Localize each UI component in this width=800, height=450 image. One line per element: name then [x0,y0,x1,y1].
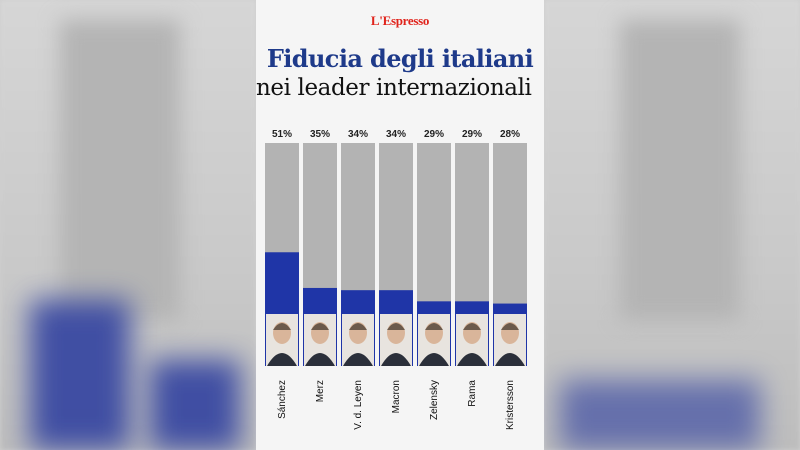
leader-portrait-icon [418,314,450,366]
category-label: Sánchez [277,380,288,419]
leader-portrait-icon [456,314,488,366]
value-label: 28% [500,129,520,140]
leader-portrait-icon [304,314,336,366]
backdrop-bar-left [60,20,180,320]
category-label: Rama [467,380,478,407]
value-label: 35% [310,129,330,140]
infographic-card: L'Espresso Fiducia degli italiani nei le… [256,0,544,450]
chart-title: Fiducia degli italiani [266,44,534,73]
category-label: Macron [391,380,402,413]
backdrop-bar-right [620,20,740,320]
category-label: Kristersson [505,380,516,430]
category-label: Merz [315,380,326,402]
value-label: 34% [348,129,368,140]
category-label: V. d. Leyen [353,380,364,430]
leader-portrait-icon [380,314,412,366]
leader-portrait-icon [494,314,526,366]
leader-portrait-icon [342,314,374,366]
leader-portrait-icon [266,314,298,366]
bar-group: 51% Sánchez [265,129,299,419]
bar-group: 28% Kristersson [493,129,527,430]
chart-subtitle: nei leader internazionali [256,75,532,101]
value-label: 29% [462,129,482,140]
bar-group: 29% Zelensky [417,129,451,420]
backdrop-blue-right [560,380,760,450]
bar-chart: 51% Sánchez 35% Merz 34% V. d. Leyen 34% Macron… [265,129,527,430]
backdrop-blue-left-2 [150,360,240,450]
bar-group: 35% Merz [303,129,337,402]
bar-group: 34% V. d. Leyen [341,129,375,430]
value-label: 34% [386,129,406,140]
value-label: 51% [272,129,292,140]
bar-group: 29% Rama [455,129,489,407]
backdrop-blue-left [30,300,130,450]
category-label: Zelensky [429,380,440,420]
bar-group: 34% Macron [379,129,413,413]
value-label: 29% [424,129,444,140]
publisher-logo: L'Espresso [370,13,430,28]
